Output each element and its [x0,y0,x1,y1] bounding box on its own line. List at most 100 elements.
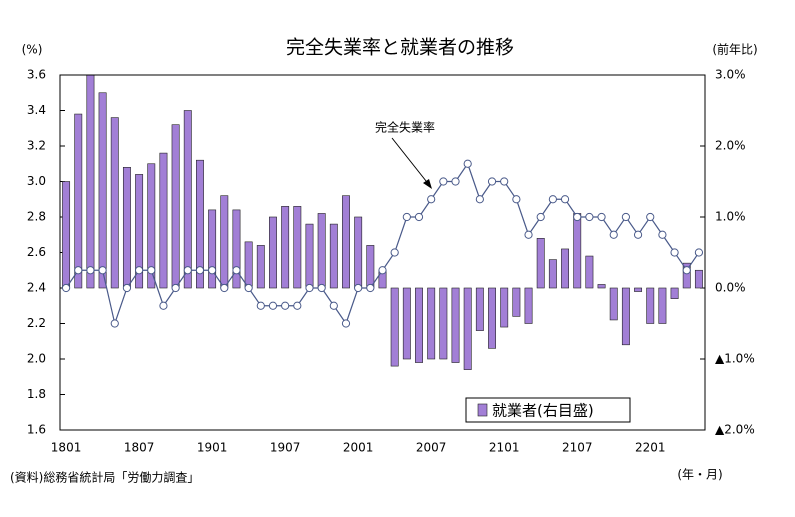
bar [463,287,472,370]
line-marker [341,319,351,328]
line-marker [208,266,217,275]
bar [658,287,667,324]
line-marker [487,177,497,186]
bar [646,287,655,324]
line-marker [268,301,278,310]
line-marker [171,283,180,293]
bar [439,287,448,360]
bar [609,287,618,321]
line-marker [414,212,424,222]
y2-tick-label: 1.0% [715,210,746,224]
line-marker [317,283,326,293]
bar [512,287,521,317]
source: (資料)総務省統計局「労働力調査」 [10,470,199,485]
line-marker [378,266,387,275]
legend-box [465,397,631,423]
line-marker [305,283,314,293]
y2-tick-label: ▲2.0% [715,423,755,437]
x-tick-label: 1907 [270,441,301,455]
line-marker [147,266,156,275]
line-marker [694,248,704,257]
line-marker [560,195,570,204]
y-tick-label: 2.6 [27,245,46,259]
line-marker [548,195,557,204]
y2-axis-label: (前年比) [712,42,757,57]
bar [536,238,545,289]
line-marker [500,177,509,186]
bar [183,110,192,289]
bar [342,195,350,289]
line-marker [329,301,338,310]
bar [329,223,338,289]
line-marker [195,266,205,275]
line-marker [110,319,119,328]
line-marker [524,230,533,239]
line-marker [633,230,643,239]
y-tick-label: 3.0 [27,174,46,188]
y-tick-label: 3.6 [27,68,46,82]
line-marker [122,283,132,293]
x-tick-label: 2107 [562,441,593,455]
line-marker [232,266,241,275]
bar [269,216,277,289]
bar [561,248,569,289]
line-marker [86,266,95,275]
line-marker [621,212,630,222]
line-marker [61,283,71,293]
bar [244,241,253,289]
line-marker [281,301,290,310]
bar [621,287,630,346]
line-marker [585,212,594,222]
bar [451,287,460,363]
line-marker [658,230,667,239]
line-marker [183,266,192,275]
x-tick-label: 1901 [197,441,228,455]
x-tick-label: 1807 [124,441,155,455]
bar [317,213,326,289]
line-marker [682,266,691,275]
line-marker [354,283,363,293]
bar [524,287,533,324]
y2-tick-label: 0.0% [715,281,746,295]
bar [281,206,290,289]
bar [305,223,314,289]
line-marker [293,301,302,310]
bar [670,287,679,299]
line-marker [536,212,545,222]
bar [122,167,131,289]
annotation: 完全失業率 [375,120,435,135]
plot-frame [59,74,706,431]
bar [98,92,107,289]
bar [208,209,217,289]
y-tick-label: 2.8 [27,210,46,224]
line-marker [427,195,436,204]
y-tick-label: 1.6 [27,423,46,437]
line-marker [244,283,253,293]
y-tick-label: 3.4 [27,103,46,117]
legend-swatch [477,403,488,417]
line-marker [670,248,679,257]
bar [366,245,375,289]
x-tick-label: 2001 [343,441,374,455]
x-axis-label: (年・月) [677,468,722,482]
bar [402,287,411,360]
x-tick-label: 1801 [51,441,82,455]
annotation-arrow [391,137,431,187]
line-marker [597,212,606,222]
bar [585,255,594,289]
bar [682,262,691,289]
y-axis-label: (%) [22,43,43,57]
chart-title: 完全失業率と就業者の推移 [286,37,514,59]
bar [232,209,241,289]
line-marker [512,195,521,204]
bar [135,174,144,289]
bar [573,213,582,289]
annotation-arrowhead [423,179,432,189]
bar [196,159,204,289]
line-marker [609,230,618,239]
y-tick-label: 2.0 [27,352,46,366]
bar [427,287,436,360]
y-tick-label: 2.4 [27,281,46,295]
x-tick-label: 2007 [416,441,447,455]
